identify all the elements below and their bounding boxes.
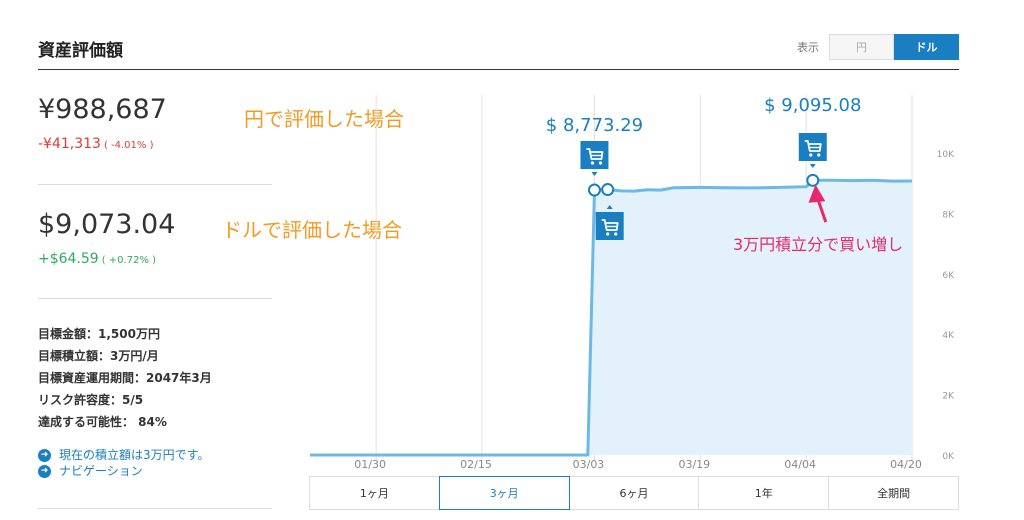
period-tab-all[interactable]: 全期間: [828, 476, 959, 510]
summary-panel: ¥988,687 -¥41,313( -4.01% ) $9,073.04 +$…: [38, 70, 272, 520]
currency-toggle: 表示 円 ドル: [797, 34, 959, 60]
y-tick-label: 2K: [942, 392, 955, 402]
toggle-usd-button[interactable]: ドル: [894, 34, 959, 60]
cart-icon[interactable]: [798, 133, 827, 168]
usd-change-amount: +$64.59: [38, 251, 99, 267]
period-tab-3m[interactable]: 3ヶ月: [438, 476, 570, 510]
page-title: 資産評価額: [38, 41, 123, 61]
chart-area: [310, 180, 912, 455]
usd-change-pct: ( +0.72% ): [101, 255, 157, 266]
nav-links: ➜ 現在の積立額は3万円です。 ➜ ナビゲーション: [38, 447, 209, 479]
nav-link-monthly[interactable]: ➜ 現在の積立額は3万円です。: [38, 447, 209, 463]
y-tick-label: 8K: [942, 210, 955, 220]
toggle-yen-button[interactable]: 円: [829, 34, 894, 60]
x-tick-label: 01/30: [354, 458, 386, 471]
cart-icon[interactable]: [595, 205, 624, 240]
goal-monthly: 目標積立額：3万円/月: [38, 349, 159, 363]
y-tick-label: 10K: [937, 150, 955, 160]
usd-value: $9,073.04: [38, 209, 176, 240]
buy-marker[interactable]: [806, 173, 820, 187]
x-tick-label: 03/19: [678, 458, 710, 471]
yen-summary: ¥988,687 -¥41,313( -4.01% ): [38, 70, 272, 185]
period-tabs: 1ヶ月 3ヶ月 6ヶ月 1年 全期間: [309, 476, 959, 510]
x-tick-label: 04/20: [890, 458, 922, 471]
buy-marker[interactable]: [601, 183, 615, 197]
callout-arrow-icon: [808, 184, 828, 223]
arrow-right-icon: ➜: [38, 464, 51, 478]
nav-link-navigation[interactable]: ➜ ナビゲーション: [38, 463, 209, 479]
nav-link-monthly-label: 現在の積立額は3万円です。: [59, 448, 210, 462]
period-tab-6m[interactable]: 6ヶ月: [568, 476, 700, 510]
price-label-2: $ 9,095.08: [764, 95, 861, 116]
y-tick-label: 0K: [942, 452, 955, 462]
goal-probability: 達成する可能性： 84%: [38, 415, 167, 429]
x-tick-label: 03/03: [573, 458, 605, 471]
toggle-label: 表示: [797, 41, 819, 54]
cart-icon[interactable]: [580, 141, 609, 176]
yen-change-pct: ( -4.01% ): [103, 140, 154, 151]
buy-annotation: 3万円積立分で買い増し: [733, 235, 903, 254]
chart-line: [310, 178, 913, 457]
x-tick-label: 02/15: [460, 458, 492, 471]
usd-annotation: ドルで評価した場合: [222, 218, 402, 242]
period-tab-1m[interactable]: 1ヶ月: [309, 476, 440, 510]
divider: [38, 508, 272, 509]
yen-value: ¥988,687: [38, 94, 167, 125]
goal-amount: 目標金額：1,500万円: [38, 327, 160, 341]
yen-change: -¥41,313( -4.01% ): [38, 136, 154, 152]
usd-summary: $9,073.04 +$64.59( +0.72% ): [38, 185, 272, 299]
goal-risk: リスク許容度：5/5: [38, 393, 144, 407]
goal-period: 目標資産運用期間：2047年3月: [38, 371, 212, 385]
arrow-right-icon: ➜: [38, 448, 51, 462]
goal-list: 目標金額：1,500万円 目標積立額：3万円/月 目標資産運用期間：2047年3…: [38, 323, 212, 433]
y-tick-label: 6K: [942, 271, 955, 281]
x-tick-label: 04/04: [784, 458, 816, 471]
yen-annotation: 円で評価した場合: [244, 107, 404, 131]
nav-link-navigation-label: ナビゲーション: [59, 464, 143, 478]
yen-change-amount: -¥41,313: [38, 136, 101, 152]
period-tab-1y[interactable]: 1年: [698, 476, 830, 510]
header: 資産評価額 表示 円 ドル: [38, 30, 959, 70]
price-label-1: $ 8,773.29: [546, 115, 643, 136]
y-tick-label: 4K: [942, 331, 955, 341]
buy-marker[interactable]: [587, 183, 601, 197]
usd-change: +$64.59( +0.72% ): [38, 251, 156, 267]
